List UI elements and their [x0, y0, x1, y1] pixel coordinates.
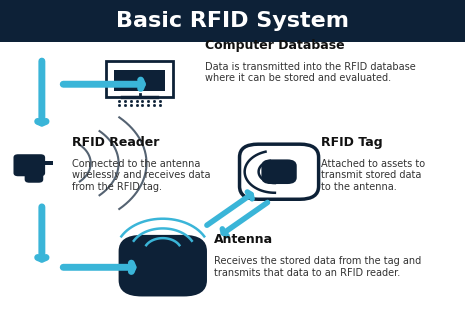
- Text: Basic RFID System: Basic RFID System: [116, 11, 349, 31]
- FancyBboxPatch shape: [114, 70, 165, 91]
- FancyBboxPatch shape: [0, 0, 465, 42]
- FancyBboxPatch shape: [261, 159, 297, 184]
- Text: Attached to assets to
transmit stored data
to the antenna.: Attached to assets to transmit stored da…: [321, 159, 425, 192]
- FancyBboxPatch shape: [25, 167, 43, 183]
- Text: Computer Database: Computer Database: [205, 39, 344, 52]
- FancyBboxPatch shape: [118, 235, 207, 296]
- FancyBboxPatch shape: [106, 61, 173, 97]
- Text: RFID Reader: RFID Reader: [72, 136, 159, 149]
- Text: RFID Tag: RFID Tag: [321, 136, 383, 149]
- Text: Data is transmitted into the RFID database
where it can be stored and evaluated.: Data is transmitted into the RFID databa…: [205, 62, 415, 83]
- Text: Connected to the antenna
wirelessly and receives data
from the RFID tag.: Connected to the antenna wirelessly and …: [72, 159, 210, 192]
- FancyBboxPatch shape: [40, 161, 54, 165]
- FancyBboxPatch shape: [13, 154, 45, 176]
- FancyBboxPatch shape: [239, 144, 319, 199]
- Text: Antenna: Antenna: [214, 233, 273, 246]
- Text: Receives the stored data from the tag and
transmits that data to an RFID reader.: Receives the stored data from the tag an…: [214, 256, 421, 278]
